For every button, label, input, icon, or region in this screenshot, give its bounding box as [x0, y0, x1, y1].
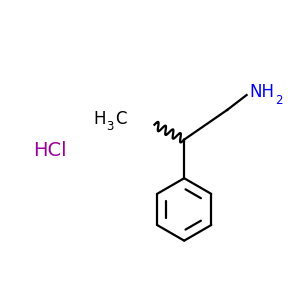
Text: 3: 3: [106, 120, 113, 133]
Text: NH: NH: [250, 83, 274, 101]
Text: C: C: [115, 110, 126, 128]
Text: HCl: HCl: [34, 140, 67, 160]
Text: 2: 2: [275, 94, 283, 107]
Text: H: H: [94, 110, 106, 128]
